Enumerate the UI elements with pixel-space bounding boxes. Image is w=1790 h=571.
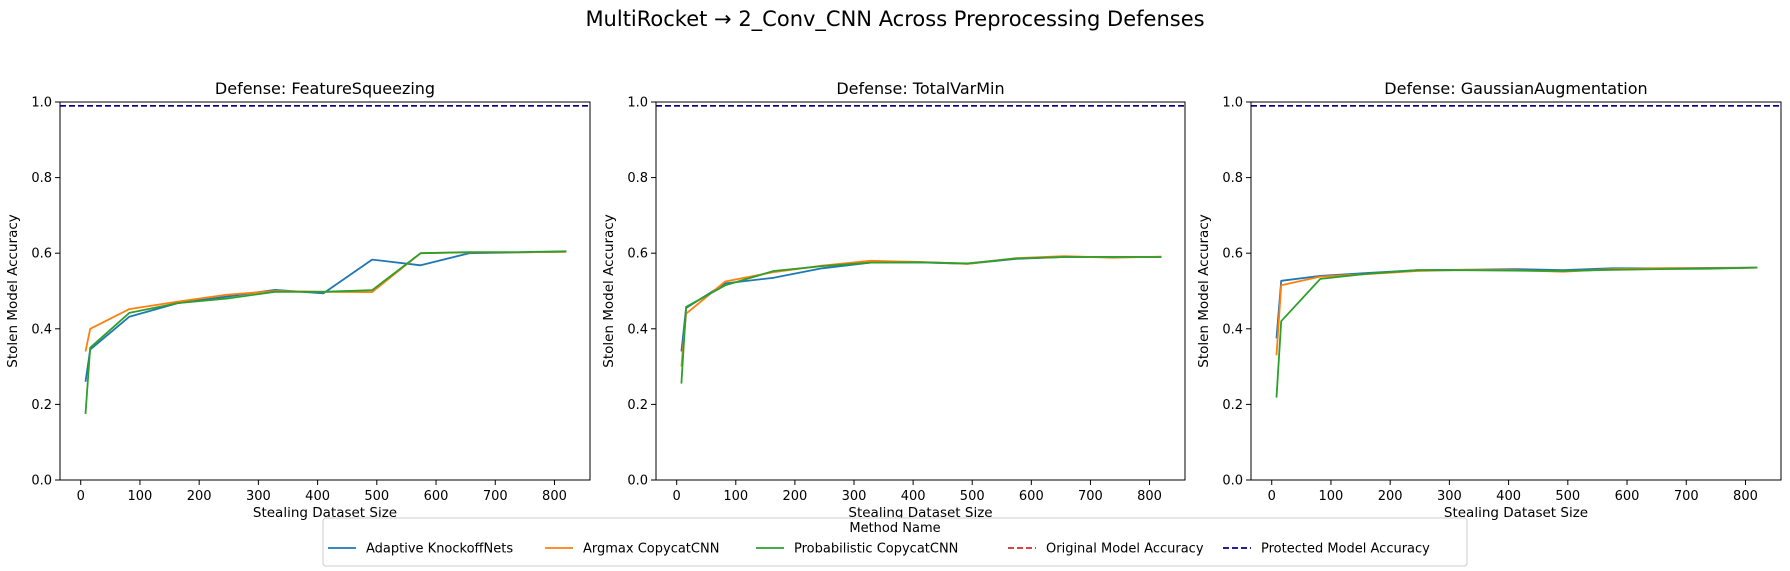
- subplot-2: Defense: TotalVarMin 0 100 200 300 400 500 600 7…: [601, 79, 1186, 521]
- x-axis-label: Stealing Dataset Size: [253, 505, 397, 521]
- y-tick-label: 0.8: [627, 171, 648, 186]
- x-axis-label: Stealing Dataset Size: [1444, 505, 1588, 521]
- x-tick-label: 700: [1078, 489, 1103, 504]
- y-tick-label: 0.8: [1222, 171, 1243, 186]
- y-tick-label: 0.6: [1222, 247, 1243, 262]
- x-tick-label: 0: [673, 489, 681, 504]
- y-tick-label: 0.0: [31, 474, 52, 489]
- y-axis-label: Stolen Model Accuracy: [601, 214, 617, 367]
- series-line-argmax-copycatcnn: [680, 255, 1162, 367]
- y-tick-label: 0.0: [1222, 474, 1243, 489]
- x-tick-label: 200: [782, 489, 807, 504]
- x-tick-label: 400: [305, 489, 330, 504]
- y-tick-label: 0.6: [627, 247, 648, 262]
- x-tick-label: 300: [1437, 489, 1462, 504]
- subplot-title: Defense: GaussianAugmentation: [1384, 79, 1647, 98]
- x-axis-label: Stealing Dataset Size: [848, 505, 992, 521]
- y-tick-label: 0.2: [31, 398, 52, 413]
- y-tick-label: 0.2: [627, 398, 648, 413]
- legend: Method Name Adaptive KnockoffNets Argmax …: [322, 517, 1468, 567]
- y-axis-label: Stolen Model Accuracy: [5, 214, 21, 367]
- legend-entries: Adaptive KnockoffNets Argmax CopycatCNN Pr…: [328, 542, 1430, 557]
- series-line-probabilistic-copycatcnn: [1275, 266, 1758, 398]
- legend-label: Protected Model Accuracy: [1261, 542, 1430, 557]
- x-tick-label: 200: [1378, 489, 1403, 504]
- legend-label: Adaptive KnockoffNets: [366, 542, 513, 557]
- x-tick-label: 500: [364, 489, 389, 504]
- series-line-adaptive-knockoffnets: [1275, 266, 1758, 339]
- legend-entry: Protected Model Accuracy: [1223, 542, 1430, 557]
- x-tick-label: 800: [542, 489, 567, 504]
- axes-frame: [1250, 101, 1782, 481]
- y-tick-label: 0.4: [31, 322, 52, 337]
- x-tick-label: 100: [723, 489, 748, 504]
- legend-label: Argmax CopycatCNN: [583, 542, 719, 557]
- y-tick-label: 0.6: [31, 247, 52, 262]
- x-tick-label: 600: [424, 489, 449, 504]
- x-tick-label: 800: [1733, 489, 1758, 504]
- x-tick-label: 400: [901, 489, 926, 504]
- x-tick-label: 0: [1268, 489, 1276, 504]
- x-tick-label: 0: [77, 489, 85, 504]
- subplot-3: Defense: GaussianAugmentation 0 100 200 300 4…: [1196, 79, 1782, 521]
- x-tick-label: 100: [1319, 489, 1344, 504]
- x-tick-label: 600: [1615, 489, 1640, 504]
- legend-label: Probabilistic CopycatCNN: [794, 542, 958, 557]
- legend-label: Original Model Accuracy: [1046, 542, 1204, 557]
- legend-title: Method Name: [849, 521, 940, 536]
- y-tick-label: 0.0: [627, 474, 648, 489]
- series-line-argmax-copycatcnn: [1275, 266, 1758, 356]
- x-tick-label: 500: [960, 489, 985, 504]
- y-tick-label: 1.0: [1222, 96, 1243, 111]
- legend-entry: Original Model Accuracy: [1008, 542, 1204, 557]
- y-tick-label: 1.0: [31, 96, 52, 111]
- x-tick-label: 100: [128, 489, 153, 504]
- subplots: Defense: FeatureSqueezing 0 100 200 300 400 50…: [5, 79, 1782, 521]
- x-tick-label: 700: [483, 489, 508, 504]
- x-tick-label: 800: [1137, 489, 1162, 504]
- series-line-probabilistic-copycatcnn: [680, 256, 1162, 384]
- subplot-1: Defense: FeatureSqueezing 0 100 200 300 400 50…: [5, 79, 591, 521]
- axes-frame: [59, 101, 591, 481]
- figure-title: MultiRocket → 2_Conv_CNN Across Preproce…: [585, 7, 1204, 32]
- y-tick-label: 0.8: [31, 171, 52, 186]
- y-axis-label: Stolen Model Accuracy: [1196, 214, 1212, 367]
- x-tick-label: 500: [1555, 489, 1580, 504]
- x-tick-label: 700: [1674, 489, 1699, 504]
- y-tick-label: 0.2: [1222, 398, 1243, 413]
- y-tick-label: 1.0: [627, 96, 648, 111]
- subplot-title: Defense: TotalVarMin: [836, 79, 1004, 98]
- legend-entry: Probabilistic CopycatCNN: [756, 542, 958, 557]
- series-line-adaptive-knockoffnets: [680, 256, 1162, 352]
- legend-entry: Adaptive KnockoffNets: [328, 542, 513, 557]
- axes-frame: [655, 101, 1186, 481]
- x-tick-label: 400: [1496, 489, 1521, 504]
- legend-entry: Argmax CopycatCNN: [545, 542, 719, 557]
- series-line-probabilistic-copycatcnn: [84, 250, 567, 414]
- x-tick-label: 600: [1019, 489, 1044, 504]
- series-line-argmax-copycatcnn: [84, 250, 567, 352]
- series-line-adaptive-knockoffnets: [84, 250, 567, 382]
- legend-frame: [322, 517, 1468, 567]
- x-tick-label: 200: [187, 489, 212, 504]
- x-tick-label: 300: [246, 489, 271, 504]
- y-tick-label: 0.4: [627, 322, 648, 337]
- y-tick-label: 0.4: [1222, 322, 1243, 337]
- subplot-title: Defense: FeatureSqueezing: [215, 79, 435, 98]
- x-tick-label: 300: [842, 489, 867, 504]
